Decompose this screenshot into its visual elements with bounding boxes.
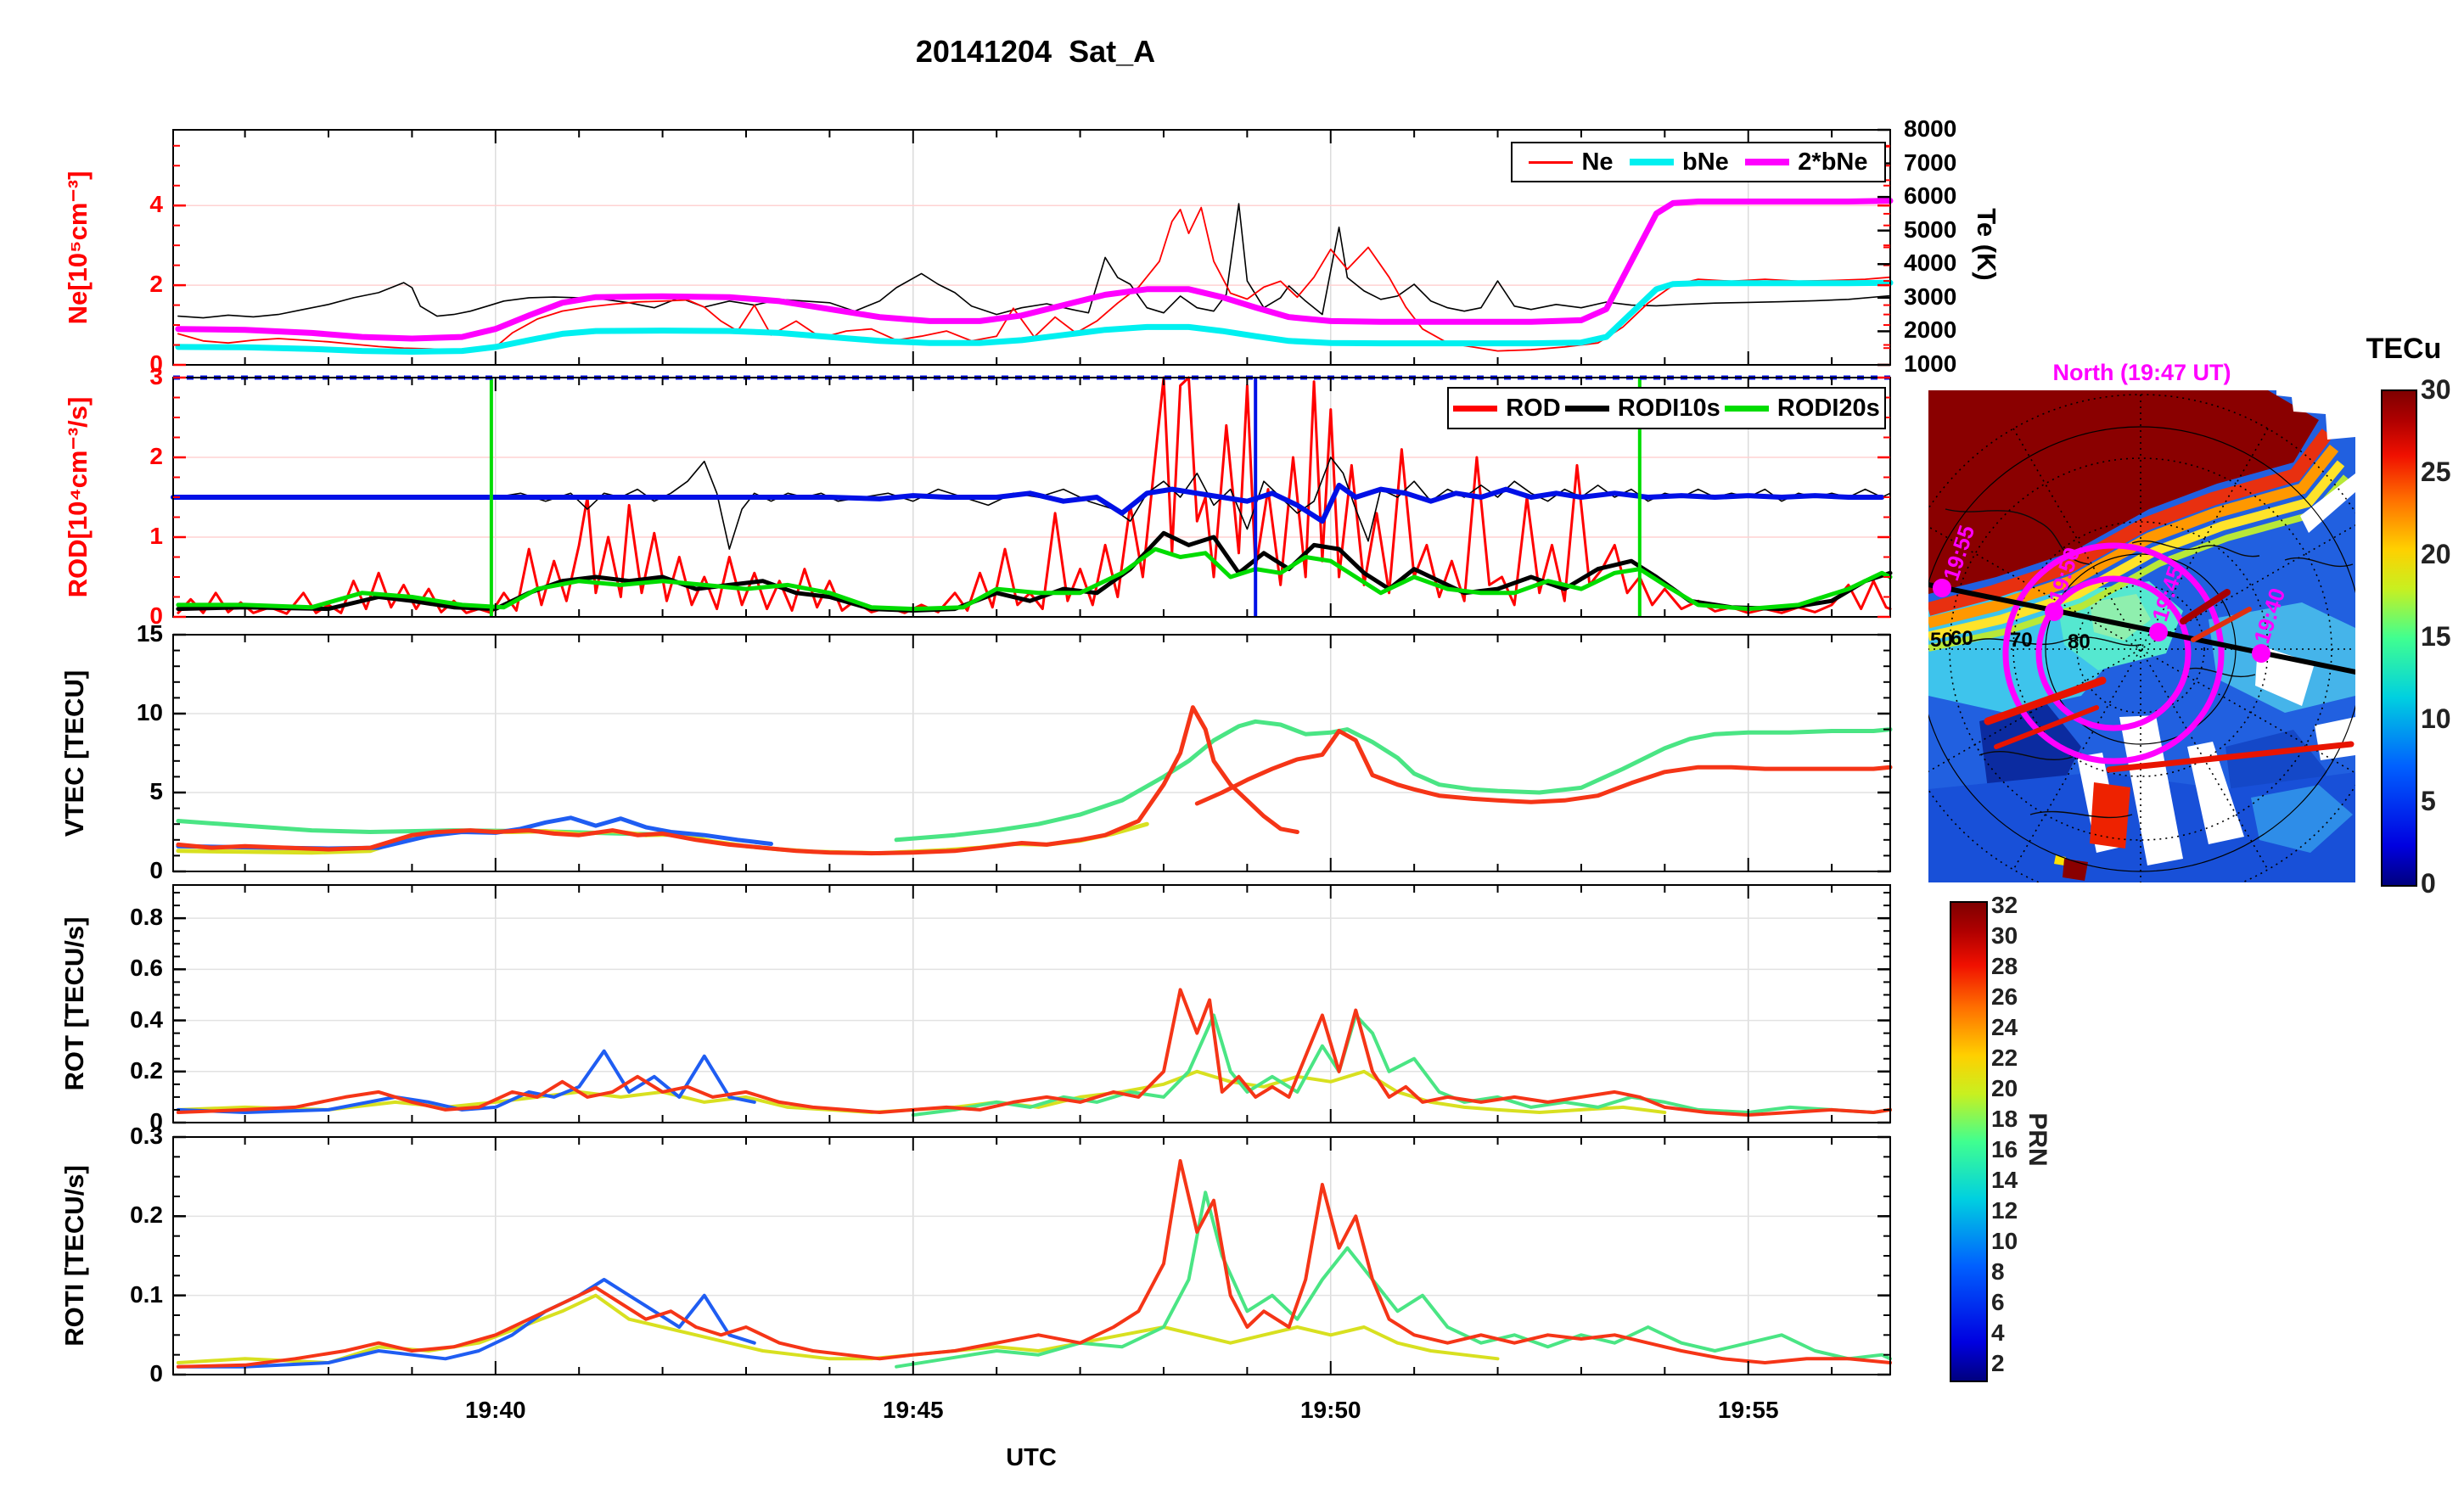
prn-tick: 24 <box>1991 1014 2018 1040</box>
ytick-p5: 0.1 <box>130 1280 163 1308</box>
legend-item: 2*bNe <box>1745 148 1867 176</box>
legend-item: RODI10s <box>1564 394 1720 423</box>
ytick-p3: 0 <box>149 857 163 883</box>
te-tick: 5000 <box>1904 216 1957 243</box>
map-magenta-ring-inner <box>2035 575 2192 731</box>
ytick-p4: 0.8 <box>130 904 163 931</box>
map-title: North (19:47 UT) <box>2052 360 2231 385</box>
tecu-tick: 25 <box>2421 457 2451 487</box>
tecu-tick: 20 <box>2421 539 2451 569</box>
prn-tick: 10 <box>1991 1228 2018 1254</box>
ytick-p1: 4 <box>149 191 163 218</box>
te-tick: 4000 <box>1904 249 1957 277</box>
tecu-colorbar <box>2381 389 2417 887</box>
ytick-p4: 0.6 <box>130 955 163 982</box>
ytick-p1: 0 <box>149 350 163 377</box>
xtick-label: 19:55 <box>1717 1397 1779 1423</box>
lat-label-80: 80 <box>2068 630 2091 653</box>
chart-title: 20141204 Sat_A <box>915 34 1156 69</box>
prn-tick: 4 <box>1991 1319 2005 1346</box>
xtick-label: 19:50 <box>1299 1397 1361 1423</box>
legend-label: RODI10s <box>1617 394 1720 422</box>
legend-item: bNe <box>1630 148 1729 176</box>
te-tick: 6000 <box>1904 182 1957 210</box>
prn-tick: 28 <box>1991 953 2018 979</box>
legend-label: bNe <box>1682 148 1729 176</box>
prn-colorbar <box>1950 901 1988 1382</box>
tecu-tick: 5 <box>2421 786 2436 816</box>
2bne-line-sample <box>1745 159 1790 165</box>
xtick-label: 19:40 <box>464 1397 526 1423</box>
ytick-p4: 0.4 <box>130 1005 163 1033</box>
lat-label-60: 60 <box>1950 627 1973 650</box>
ytick-p1: 2 <box>149 271 163 298</box>
ytick-p2: 0 <box>149 602 163 629</box>
bne-line-sample <box>1630 159 1675 165</box>
legend-item: Ne <box>1529 148 1614 176</box>
te-tick: 7000 <box>1904 148 1957 176</box>
map-lat-labels: 50 60 70 80 <box>1930 627 2091 653</box>
ytick-p3: 15 <box>136 620 163 647</box>
ytick-p2: 1 <box>149 523 163 549</box>
ytick-p5: 0.2 <box>130 1202 163 1229</box>
te-tick: 2000 <box>1904 316 1957 344</box>
ytick-p3: 5 <box>149 778 163 804</box>
ytick-p3: 10 <box>136 699 163 725</box>
rodi10s-line-sample <box>1564 405 1609 412</box>
ytick-p4: 0 <box>149 1108 163 1134</box>
prn-tick: 8 <box>1991 1258 2005 1285</box>
polar-tec-map: 50 60 70 80 19:55 19:50 19:45 19:40 <box>1928 390 2355 882</box>
legend-label: 2*bNe <box>1798 148 1868 176</box>
prn-tick: 30 <box>1991 922 2018 949</box>
legend-label: ROD <box>1506 394 1561 422</box>
legend-label: Ne <box>1581 148 1614 176</box>
map-satellite-track <box>1928 581 2355 675</box>
ytick-p5: 0 <box>149 1360 163 1386</box>
prn-tick: 12 <box>1991 1197 2018 1224</box>
x-axis-label: UTC <box>1006 1444 1057 1471</box>
rodi20s-line-sample <box>1724 405 1769 412</box>
prn-tick: 32 <box>1991 892 2018 918</box>
rod-line-sample <box>1453 405 1498 412</box>
prn-tick: 14 <box>1991 1167 2018 1193</box>
prn-tick: 26 <box>1991 983 2018 1010</box>
prn-tick: 2 <box>1991 1350 2005 1376</box>
lat-label-70: 70 <box>2010 629 2033 652</box>
tecu-colorbar-title: TECu <box>2366 333 2442 365</box>
tecu-tick: 10 <box>2421 703 2451 734</box>
p3-ylabel: VTEC [TECU] <box>59 669 89 837</box>
ytick-p2: 2 <box>149 443 163 469</box>
legend-item: ROD <box>1453 394 1561 423</box>
map-magenta-ring-outer <box>2002 542 2225 765</box>
legend-label: RODI20s <box>1776 394 1880 422</box>
p2-ylabel: ROD[10⁴cm⁻³/s] <box>63 396 93 598</box>
te-tick: 8000 <box>1904 115 1957 142</box>
te-tick: 3000 <box>1904 283 1957 310</box>
legend-rod: ROD RODI10s RODI20s <box>1447 387 1886 429</box>
tecu-tick: 30 <box>2421 374 2451 405</box>
tecu-tick: 15 <box>2421 621 2451 652</box>
map-red-streaks <box>1984 589 2355 773</box>
prn-tick: 22 <box>1991 1045 2018 1071</box>
lat-label-50: 50 <box>1930 629 1953 652</box>
map-high-tec-region <box>1928 390 2319 594</box>
map-track-dots <box>1933 579 2270 663</box>
xtick-label: 19:45 <box>882 1397 944 1423</box>
prn-tick: 6 <box>1991 1289 2005 1315</box>
legend-item: RODI20s <box>1724 394 1880 423</box>
ytick-p2: 3 <box>149 363 163 389</box>
legend-ne: Ne bNe 2*bNe <box>1511 142 1886 182</box>
tecu-tick: 0 <box>2421 868 2436 899</box>
ne-line-sample <box>1529 160 1574 164</box>
prn-tick: 16 <box>1991 1136 2018 1162</box>
te-tick: 1000 <box>1904 350 1957 377</box>
prn-tick: 20 <box>1991 1075 2018 1101</box>
ytick-p4: 0.2 <box>130 1056 163 1084</box>
ytick-p5: 0.3 <box>130 1123 163 1149</box>
prn-tick: 18 <box>1991 1106 2018 1132</box>
p5-ylabel: ROTI [TECU/s] <box>59 1165 89 1347</box>
